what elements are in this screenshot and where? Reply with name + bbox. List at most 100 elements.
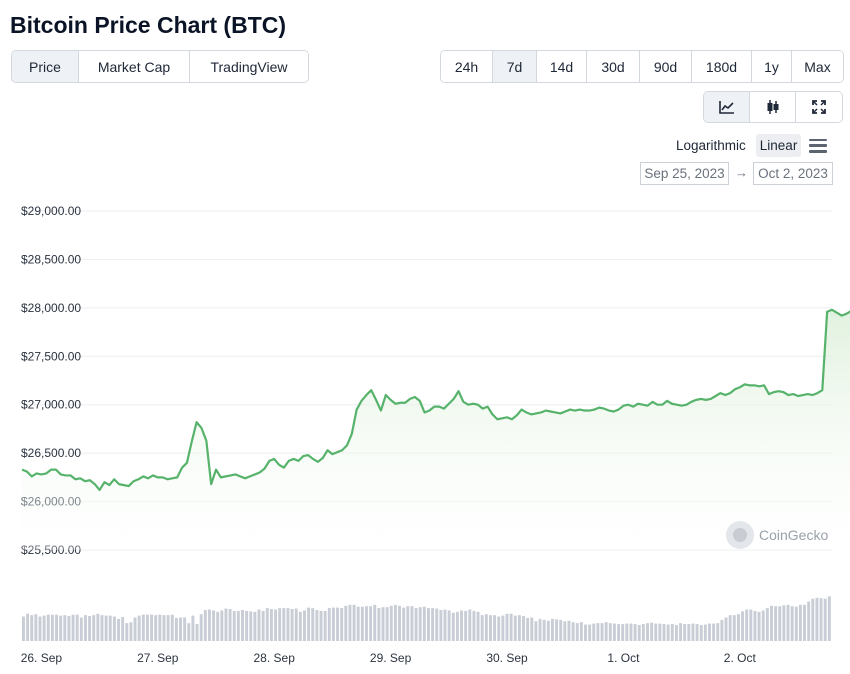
volume-bar xyxy=(493,615,497,641)
volume-bar xyxy=(34,614,38,641)
range-max[interactable]: Max xyxy=(792,51,843,82)
price-area-fill xyxy=(22,309,850,550)
y-tick-label: $27,500.00 xyxy=(21,349,81,363)
range-30d[interactable]: 30d xyxy=(587,51,640,82)
tab-tradingview[interactable]: TradingView xyxy=(190,51,308,82)
chart-type-tabs: Price Market Cap TradingView xyxy=(11,50,309,83)
volume-bar xyxy=(778,606,782,641)
volume-bar xyxy=(522,616,525,641)
volume-bar xyxy=(360,606,364,641)
volume-bar xyxy=(546,620,550,641)
volume-bar xyxy=(550,618,554,641)
volume-bar xyxy=(427,608,430,641)
volume-bar xyxy=(555,619,559,641)
volume-bar xyxy=(786,604,790,641)
volume-bar xyxy=(286,608,290,641)
linear-scale-button[interactable]: Linear xyxy=(755,134,802,157)
volume-bar xyxy=(637,625,641,641)
volume-bar xyxy=(38,616,42,641)
range-180d[interactable]: 180d xyxy=(692,51,752,82)
x-tick-label: 1. Oct xyxy=(607,651,640,665)
date-to-input[interactable]: Oct 2, 2023 xyxy=(753,162,833,185)
volume-bar xyxy=(261,610,265,641)
volume-bar xyxy=(798,604,802,641)
volume-bar xyxy=(46,614,50,641)
tool-candlestick-icon[interactable] xyxy=(750,92,796,122)
volume-bar xyxy=(59,615,63,641)
range-1y[interactable]: 1y xyxy=(752,51,792,82)
volume-bar xyxy=(187,623,191,641)
volume-bar xyxy=(794,606,798,641)
volume-bar xyxy=(625,623,629,641)
range-14d[interactable]: 14d xyxy=(537,51,587,82)
date-from-input[interactable]: Sep 25, 2023 xyxy=(640,162,729,185)
volume-bar xyxy=(497,616,501,641)
volume-bar xyxy=(617,624,621,641)
volume-bar xyxy=(703,624,707,641)
volume-bar xyxy=(63,615,67,641)
hamburger-menu-icon[interactable] xyxy=(809,138,828,153)
price-line[interactable] xyxy=(21,258,850,492)
volume-bar xyxy=(646,623,649,641)
tool-line-chart-icon[interactable] xyxy=(704,92,750,122)
volume-bar xyxy=(728,615,732,641)
volume-bar xyxy=(567,620,571,641)
volume-bar xyxy=(662,624,666,641)
volume-bar xyxy=(207,609,211,641)
volume-bar xyxy=(621,624,625,641)
range-90d[interactable]: 90d xyxy=(640,51,692,82)
volume-bar xyxy=(691,623,695,641)
volume-bar xyxy=(422,606,426,641)
range-7d[interactable]: 7d xyxy=(493,51,537,82)
volume-bar xyxy=(509,613,513,641)
volume-bar xyxy=(150,614,154,641)
volume-bar xyxy=(488,615,492,641)
tab-price[interactable]: Price xyxy=(12,51,79,82)
volume-bar xyxy=(447,610,451,641)
volume-bar xyxy=(451,612,455,641)
volume-bar xyxy=(340,608,344,641)
volume-bar xyxy=(385,607,389,641)
volume-bar xyxy=(402,607,406,641)
volume-bar xyxy=(158,614,162,641)
volume-bar xyxy=(307,607,311,641)
volume-bar xyxy=(439,609,443,641)
volume-bar xyxy=(431,608,435,641)
volume-bar xyxy=(303,610,306,641)
volume-bar xyxy=(476,611,480,641)
page-title: Bitcoin Price Chart (BTC) xyxy=(10,12,287,38)
x-tick-label: 29. Sep xyxy=(370,651,412,665)
volume-bar xyxy=(584,624,587,641)
volume-bar xyxy=(67,616,71,641)
x-tick-label: 28. Sep xyxy=(254,651,296,665)
volume-bar xyxy=(228,609,232,641)
volume-bar xyxy=(104,615,108,641)
volume-bar xyxy=(592,623,596,641)
volume-bar xyxy=(827,596,831,641)
volume-bar xyxy=(92,615,96,641)
volume-bar xyxy=(336,607,340,641)
arrow-right-icon: → xyxy=(735,165,748,180)
volume-bar xyxy=(224,608,228,641)
volume-bar xyxy=(406,606,410,641)
volume-bar xyxy=(757,611,761,641)
logarithmic-scale-button[interactable]: Logarithmic xyxy=(676,138,746,153)
volume-bar xyxy=(137,615,141,641)
volume-bar xyxy=(414,608,418,641)
volume-bar xyxy=(765,608,769,641)
volume-bar xyxy=(530,617,534,641)
volume-bar xyxy=(315,609,319,641)
tab-market-cap[interactable]: Market Cap xyxy=(79,51,190,82)
volume-bar xyxy=(695,624,699,641)
range-24h[interactable]: 24h xyxy=(441,51,493,82)
volume-bar xyxy=(687,624,691,641)
volume-bar xyxy=(125,623,129,641)
volume-bar xyxy=(344,605,348,641)
volume-bar xyxy=(811,598,815,641)
volume-bar xyxy=(319,610,323,641)
volume-bar xyxy=(654,623,658,641)
y-tick-label: $28,000.00 xyxy=(21,301,81,315)
volume-bar xyxy=(538,618,542,641)
tool-fullscreen-icon[interactable] xyxy=(796,92,842,122)
volume-bar xyxy=(563,621,567,641)
